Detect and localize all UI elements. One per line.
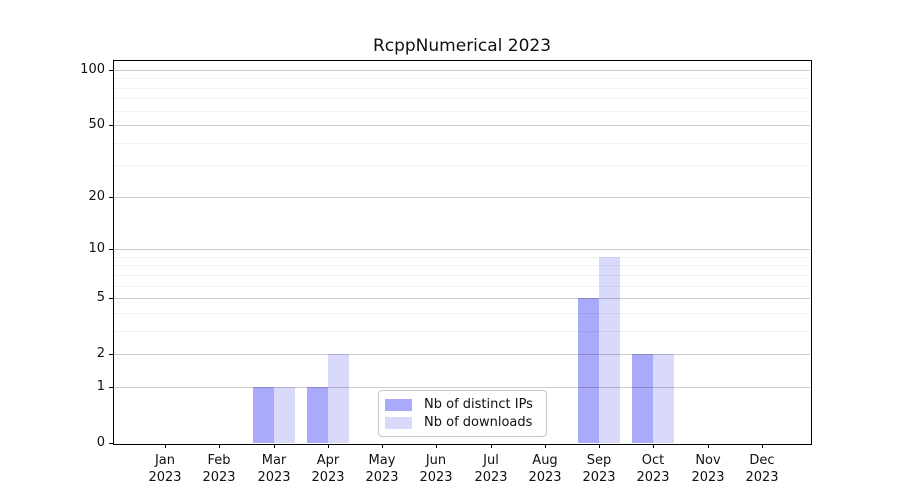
- y-tick-label: 0: [96, 435, 105, 450]
- x-tick-label: Feb 2023: [202, 453, 236, 485]
- gridline-major: [114, 249, 810, 250]
- y-tick-mark: [109, 125, 113, 126]
- bar-distinct-ips: [252, 386, 274, 443]
- x-tick-mark: [219, 444, 220, 448]
- gridline-major: [114, 197, 810, 198]
- x-tick-mark: [653, 444, 654, 448]
- x-tick-mark: [436, 444, 437, 448]
- y-tick-mark: [109, 354, 113, 355]
- y-tick-label: 1: [96, 379, 105, 394]
- x-tick-mark: [382, 444, 383, 448]
- legend-label-downloads: Nb of downloads: [424, 415, 533, 430]
- x-tick-mark: [708, 444, 709, 448]
- x-tick-label: Dec 2023: [745, 453, 779, 485]
- x-tick-label: Nov 2023: [691, 453, 725, 485]
- gridline-minor: [114, 265, 810, 266]
- y-tick-label: 20: [88, 189, 105, 204]
- x-tick-label: Oct 2023: [636, 453, 670, 485]
- x-tick-label: Jul 2023: [474, 453, 508, 485]
- x-tick-label: Jan 2023: [148, 453, 182, 485]
- gridline-major: [114, 387, 810, 388]
- gridline-minor: [114, 143, 810, 144]
- gridline-major: [114, 298, 810, 299]
- gridline-minor: [114, 331, 810, 332]
- gridline-minor: [114, 88, 810, 89]
- y-tick-label: 50: [88, 117, 105, 132]
- x-tick-mark: [599, 444, 600, 448]
- legend-item-distinct-ips: Nb of distinct IPs: [385, 397, 546, 412]
- bar-downloads: [653, 354, 675, 443]
- gridline-major: [114, 354, 810, 355]
- gridline-minor: [114, 286, 810, 287]
- gridline-minor: [114, 257, 810, 258]
- chart-title: RcppNumerical 2023: [372, 36, 552, 56]
- gridline-minor: [114, 313, 810, 314]
- legend-item-downloads: Nb of downloads: [385, 415, 546, 430]
- y-tick-mark: [109, 197, 113, 198]
- x-tick-mark: [165, 444, 166, 448]
- legend: Nb of distinct IPs Nb of downloads: [378, 390, 547, 437]
- x-tick-label: May 2023: [365, 453, 399, 485]
- x-tick-mark: [328, 444, 329, 448]
- gridline-minor: [114, 98, 810, 99]
- gridline-major: [114, 125, 810, 126]
- gridline-minor: [114, 165, 810, 166]
- y-tick-label: 2: [96, 346, 105, 361]
- y-tick-mark: [109, 387, 113, 388]
- legend-swatch-distinct-ips: [385, 398, 412, 411]
- gridline-minor: [114, 78, 810, 79]
- bar-distinct-ips: [632, 354, 654, 443]
- x-tick-mark: [491, 444, 492, 448]
- y-tick-label: 100: [80, 62, 105, 77]
- legend-label-distinct-ips: Nb of distinct IPs: [424, 397, 533, 412]
- y-tick-mark: [109, 70, 113, 71]
- bar-downloads: [273, 386, 295, 443]
- y-tick-label: 5: [96, 290, 105, 305]
- bar-downloads: [327, 354, 349, 443]
- x-tick-mark: [274, 444, 275, 448]
- bar-distinct-ips: [306, 386, 328, 443]
- x-tick-label: Apr 2023: [311, 453, 345, 485]
- y-tick-mark: [109, 443, 113, 444]
- gridline-minor: [114, 111, 810, 112]
- y-tick-mark: [109, 249, 113, 250]
- x-tick-mark: [762, 444, 763, 448]
- gridline-major: [114, 70, 810, 71]
- x-tick-label: Aug 2023: [528, 453, 562, 485]
- legend-swatch-downloads: [385, 416, 412, 429]
- x-tick-label: Mar 2023: [257, 453, 291, 485]
- y-tick-label: 10: [88, 241, 105, 256]
- x-tick-mark: [545, 444, 546, 448]
- bar-distinct-ips: [578, 298, 600, 443]
- gridline-minor: [114, 275, 810, 276]
- bar-downloads: [599, 256, 621, 443]
- x-tick-label: Jun 2023: [419, 453, 453, 485]
- x-tick-label: Sep 2023: [582, 453, 616, 485]
- y-tick-mark: [109, 298, 113, 299]
